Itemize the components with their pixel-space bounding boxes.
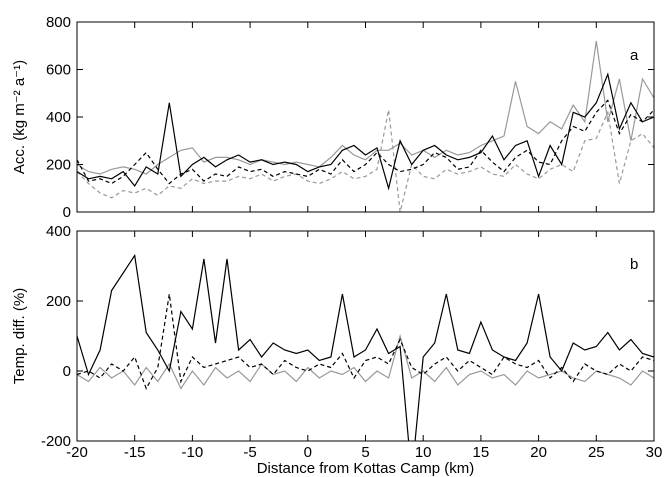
data-line <box>77 109 654 212</box>
y-axis-label: Temp. diff. (%) <box>11 288 28 384</box>
y-tick-label: 400 <box>46 223 71 240</box>
panel-label: b <box>630 256 638 273</box>
data-line <box>77 72 654 191</box>
y-tick-label: 200 <box>46 157 71 174</box>
x-tick-label: -20 <box>66 444 88 461</box>
series-group <box>77 40 654 212</box>
panel-label: a <box>630 47 639 64</box>
plot-frame <box>76 230 655 442</box>
y-tick-label: 0 <box>63 363 71 380</box>
x-tick-label: -5 <box>243 444 256 461</box>
y-tick-label: 400 <box>46 109 71 126</box>
x-tick-label: 0 <box>304 444 312 461</box>
data-line <box>77 333 654 390</box>
x-tick-label: 20 <box>530 444 547 461</box>
data-line <box>77 253 654 441</box>
y-tick-label: 0 <box>63 204 71 221</box>
data-line <box>77 293 654 390</box>
x-tick-label: -15 <box>124 444 146 461</box>
data-line <box>77 40 654 175</box>
x-tick-label: 10 <box>415 444 432 461</box>
y-tick-label: 600 <box>46 62 71 79</box>
data-line <box>77 99 654 185</box>
x-tick-label: 15 <box>473 444 490 461</box>
x-tick-label: 25 <box>588 444 605 461</box>
x-axis-label: Distance from Kottas Camp (km) <box>257 460 475 477</box>
y-tick-label: 200 <box>46 293 71 310</box>
x-tick-label: 30 <box>646 444 663 461</box>
y-axis-label: Acc. (kg m⁻² a⁻¹) <box>11 60 28 174</box>
x-tick-label: 5 <box>361 444 369 461</box>
y-tick-label: -200 <box>41 433 71 450</box>
x-tick-label: -10 <box>182 444 204 461</box>
series-group <box>77 253 654 441</box>
y-tick-label: 800 <box>46 14 71 31</box>
